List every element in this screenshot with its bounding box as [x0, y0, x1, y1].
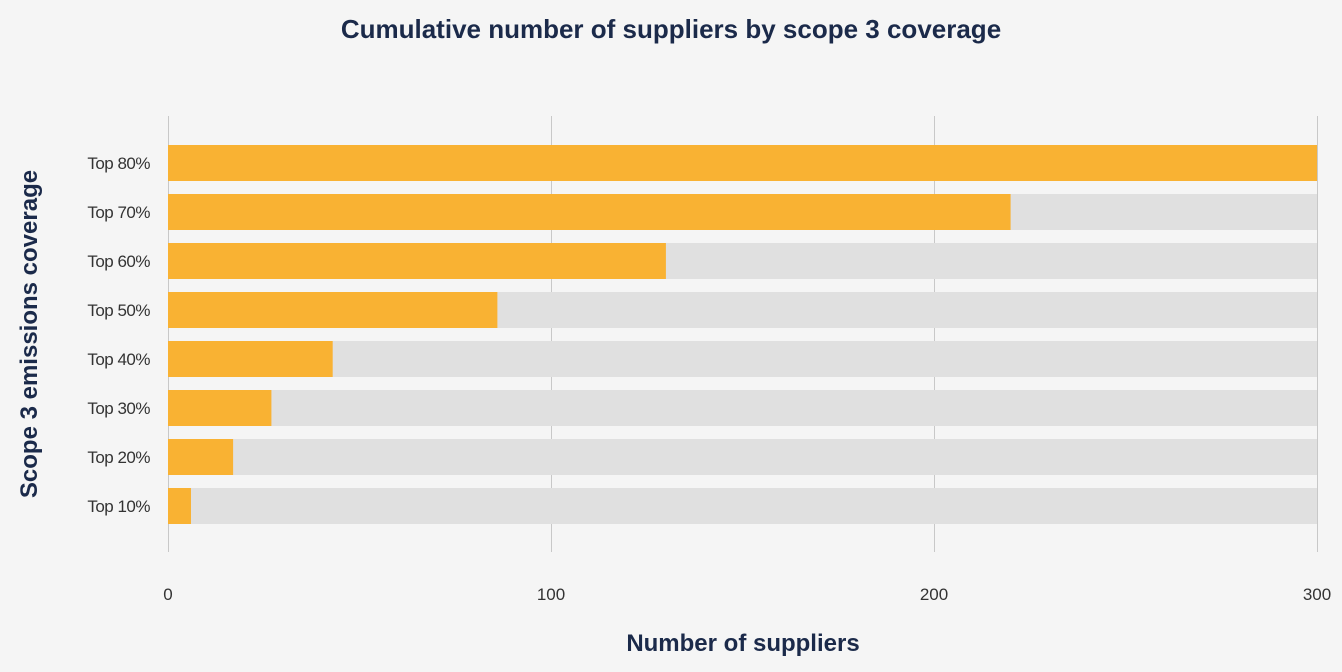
x-axis-title: Number of suppliers [626, 630, 860, 657]
category-label: Top 10% [87, 497, 150, 516]
category-label: Top 80% [87, 154, 150, 173]
category-labels: Top 80% Top 70% Top 60% Top 50% Top 40% Top 3… [87, 154, 151, 516]
gridlines [168, 116, 1318, 552]
chart-title: Cumulative number of suppliers by scope … [340, 14, 1002, 44]
bar [168, 145, 1317, 181]
x-tick-labels: 0 100 200 300 [163, 585, 1331, 604]
bar-track [168, 439, 1317, 475]
category-label: Top 70% [87, 203, 150, 222]
bar [168, 439, 234, 475]
bar-track [168, 488, 1317, 524]
category-label: Top 30% [87, 399, 150, 418]
bar [168, 390, 272, 426]
bar [168, 194, 1011, 230]
category-label: Top 20% [87, 448, 150, 467]
x-tick-label: 100 [537, 585, 565, 604]
x-tick-label: 0 [163, 585, 172, 604]
bar-track [168, 390, 1317, 426]
bar [168, 292, 498, 328]
category-label: Top 40% [87, 350, 150, 369]
bar [168, 488, 191, 524]
x-tick-label: 300 [1303, 585, 1331, 604]
x-tick-label: 200 [920, 585, 948, 604]
bar [168, 341, 333, 377]
category-label: Top 50% [87, 301, 150, 320]
bar [168, 243, 666, 279]
bars [168, 145, 1317, 524]
category-label: Top 60% [87, 252, 150, 271]
bar-track [168, 341, 1317, 377]
